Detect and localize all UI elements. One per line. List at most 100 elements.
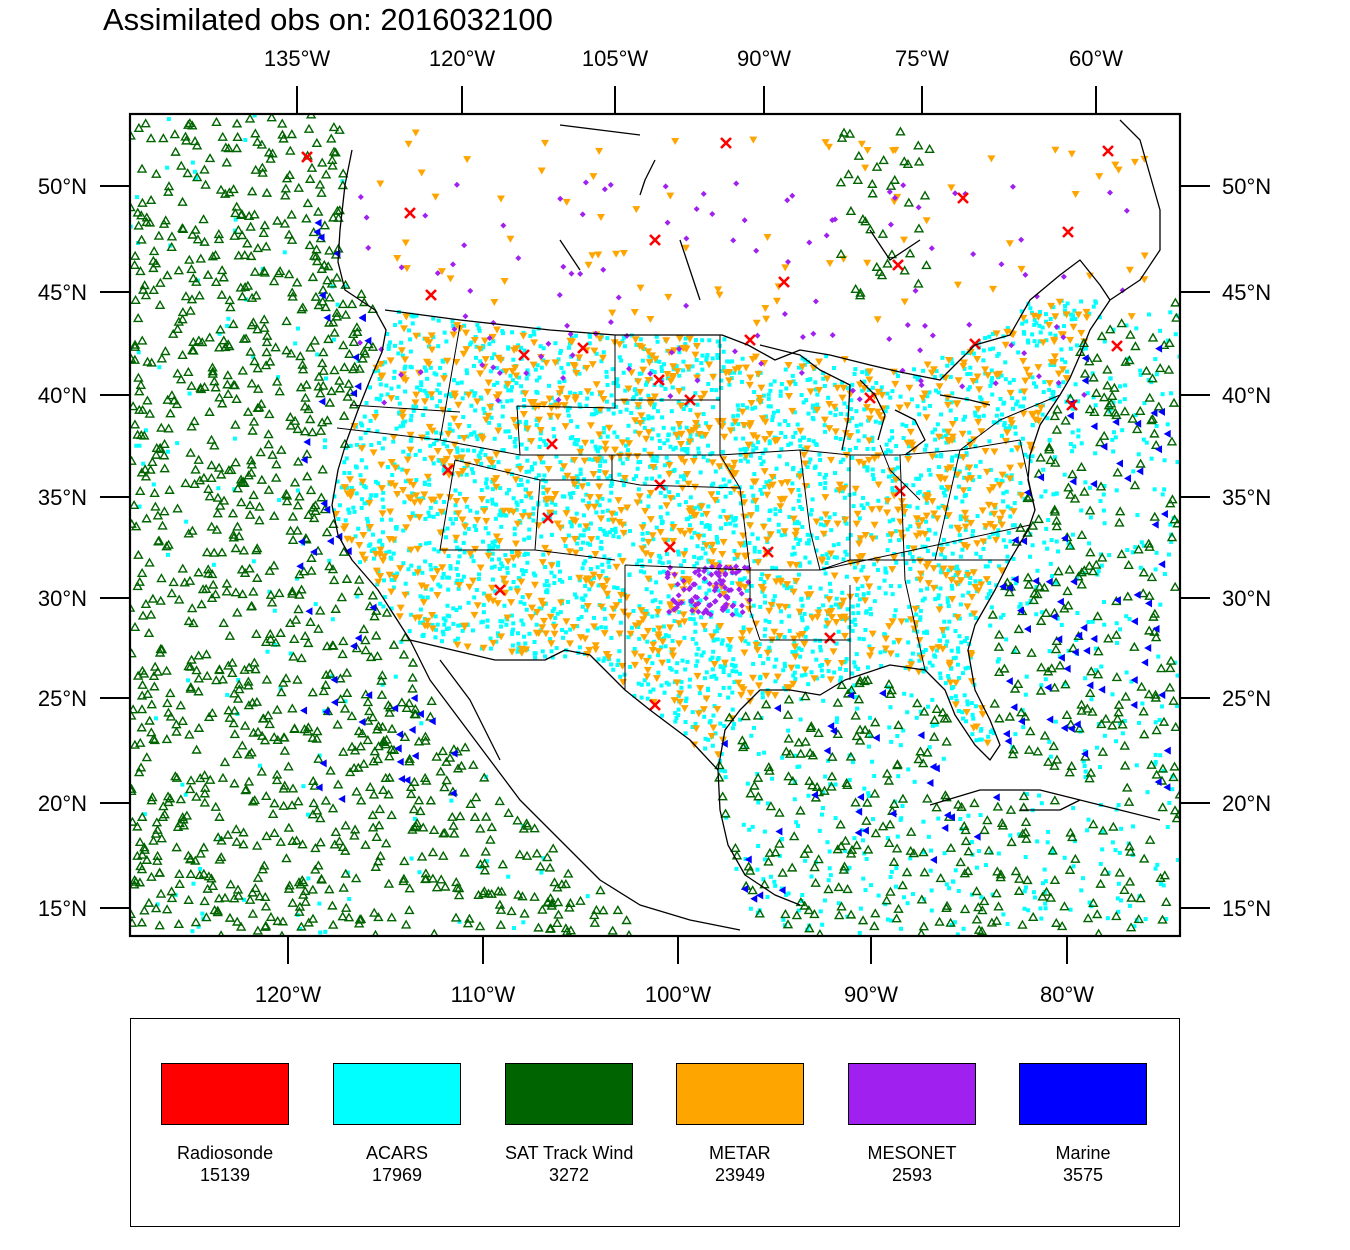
acars-obs (422, 482, 427, 487)
acars-obs (1162, 572, 1167, 577)
acars-obs (676, 713, 681, 718)
sat-track-wind-obs (256, 139, 268, 149)
metar-obs (1130, 158, 1139, 166)
sat-track-wind-obs (193, 567, 204, 577)
acars-obs (858, 422, 863, 427)
acars-obs (634, 474, 639, 479)
sat-track-wind-obs (228, 529, 239, 539)
acars-obs (431, 514, 436, 519)
acars-obs (707, 720, 712, 725)
metar-obs (675, 387, 684, 395)
acars-obs (693, 338, 698, 343)
acars-obs (651, 537, 656, 542)
acars-obs (694, 641, 699, 646)
acars-obs (971, 716, 976, 721)
acars-obs (665, 511, 670, 516)
metar-obs (701, 431, 710, 439)
sat-track-wind-obs (248, 727, 259, 737)
acars-obs (1056, 549, 1061, 554)
acars-obs (616, 535, 621, 540)
acars-obs (1097, 765, 1102, 770)
metar-obs (485, 456, 494, 464)
metar-obs (785, 393, 794, 401)
acars-obs (183, 792, 188, 797)
acars-obs (553, 341, 558, 346)
acars-obs (534, 423, 539, 428)
metar-obs (461, 497, 470, 505)
sat-track-wind-obs (231, 201, 242, 211)
acars-obs (558, 610, 563, 615)
acars-obs (762, 484, 767, 489)
sat-track-wind-obs (589, 917, 601, 927)
acars-obs (523, 487, 528, 492)
acars-obs (754, 446, 759, 451)
metar-obs (766, 531, 775, 539)
acars-obs (532, 639, 537, 644)
acars-obs (1068, 346, 1073, 351)
sat-track-wind-obs (188, 273, 199, 283)
acars-obs (951, 685, 956, 690)
metar-obs (867, 506, 876, 514)
acars-obs (763, 857, 768, 862)
metar-obs (761, 304, 770, 312)
metar-obs (935, 474, 944, 482)
acars-obs (514, 381, 519, 386)
acars-obs (1111, 400, 1116, 405)
metar-obs (569, 361, 578, 369)
acars-obs (943, 487, 948, 492)
acars-obs (1045, 416, 1050, 421)
acars-obs (806, 359, 811, 364)
acars-obs (906, 767, 911, 772)
sat-track-wind-obs (513, 889, 524, 899)
metar-obs (669, 363, 678, 371)
sat-track-wind-obs (373, 820, 385, 830)
metar-obs (512, 345, 521, 353)
acars-obs (792, 670, 797, 675)
acars-obs (911, 559, 916, 564)
metar-obs (570, 535, 579, 543)
acars-obs (558, 460, 563, 465)
metar-obs (634, 378, 643, 386)
metar-obs (728, 464, 737, 472)
metar-obs (947, 565, 956, 573)
acars-obs (443, 618, 448, 623)
acars-obs (1124, 323, 1129, 328)
metar-obs (740, 649, 749, 657)
acars-obs (354, 465, 359, 470)
metar-obs (540, 401, 549, 409)
acars-obs (921, 850, 926, 855)
acars-obs (718, 721, 723, 726)
metar-obs (867, 408, 876, 416)
acars-obs (517, 375, 522, 380)
metar-obs (1140, 155, 1149, 163)
sat-track-wind-obs (453, 890, 465, 900)
acars-obs (762, 633, 767, 638)
acars-obs (1020, 436, 1025, 441)
metar-obs (983, 739, 992, 747)
acars-obs (974, 865, 979, 870)
acars-obs (734, 608, 739, 613)
metar-obs (604, 654, 613, 662)
acars-obs (252, 114, 257, 118)
acars-obs (461, 540, 466, 545)
acars-obs (565, 408, 570, 413)
metar-obs (783, 479, 792, 487)
metar-obs (970, 610, 979, 618)
acars-obs (947, 619, 952, 624)
sat-track-wind-obs (134, 386, 145, 396)
acars-obs (683, 699, 688, 704)
metar-obs (924, 560, 933, 568)
acars-obs (453, 510, 458, 515)
acars-obs (861, 838, 866, 843)
acars-obs (1169, 539, 1174, 544)
metar-obs (796, 427, 805, 435)
acars-obs (823, 774, 828, 779)
acars-obs (916, 652, 921, 657)
acars-obs (1101, 492, 1106, 497)
metar-obs (920, 390, 929, 398)
acars-obs (675, 549, 680, 554)
acars-obs (953, 694, 958, 699)
acars-obs (958, 514, 963, 519)
acars-obs (382, 436, 387, 441)
acars-obs (925, 586, 930, 591)
